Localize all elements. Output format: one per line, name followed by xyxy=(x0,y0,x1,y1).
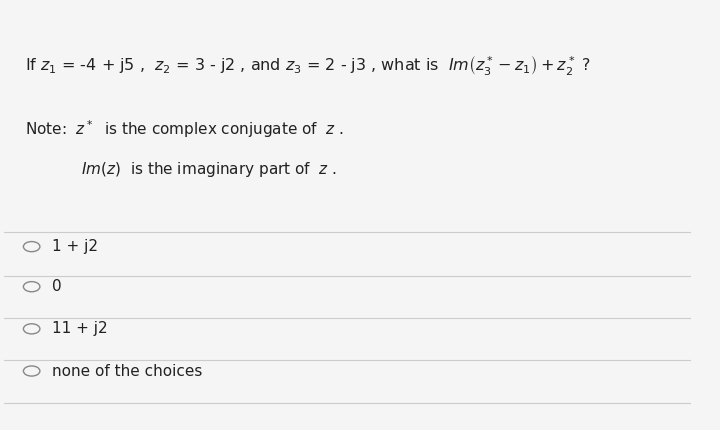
Text: none of the choices: none of the choices xyxy=(53,363,202,378)
Text: Note:  $z^*$  is the complex conjugate of  $z$ .: Note: $z^*$ is the complex conjugate of … xyxy=(24,118,343,140)
Text: 0: 0 xyxy=(53,279,62,294)
Text: $\mathit{Im}(z)$  is the imaginary part of  $z$ .: $\mathit{Im}(z)$ is the imaginary part o… xyxy=(53,160,338,179)
Text: 1 + j2: 1 + j2 xyxy=(53,239,98,254)
Text: 11 + j2: 11 + j2 xyxy=(53,321,108,336)
Text: If $z_1$ = -4 + j5 ,  $z_2$ = 3 - j2 , and $z_3$ = 2 - j3 , what is  $\mathit{Im: If $z_1$ = -4 + j5 , $z_2$ = 3 - j2 , an… xyxy=(24,55,590,78)
